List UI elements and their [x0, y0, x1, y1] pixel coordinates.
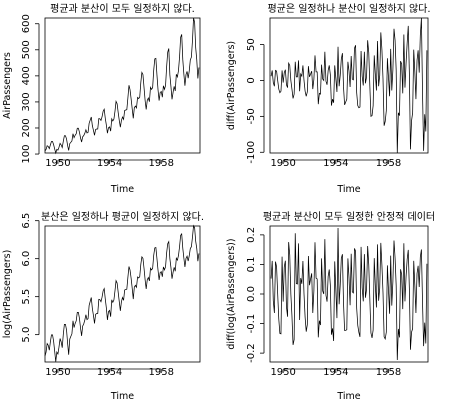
- y-tick-label: 0.2: [246, 227, 257, 243]
- plot-frame: [269, 17, 429, 154]
- plot-air-passengers: 평균과 분산이 모두 일정하지 않다. 1950 1954 1958 Time 100 20…: [2, 2, 201, 195]
- y-tick-label: 50: [246, 38, 257, 51]
- x-tick-label: 1950: [45, 367, 70, 378]
- y-axis-label: diff(AirPassengers): [226, 41, 237, 130]
- y-tick-label: -0.2: [246, 343, 257, 363]
- plot-frame: [44, 17, 201, 154]
- y-tick-label: 5.5: [21, 289, 32, 305]
- plot-log-air-passengers: 분산은 일정하나 평균이 일정하지 않다. 1950 1954 1958 Time 5.0…: [2, 210, 204, 402]
- y-tick-label: 0: [246, 77, 257, 83]
- y-tick-label: 6.5: [21, 213, 32, 229]
- x-tick-label: 1950: [45, 158, 70, 169]
- plot-frame: [44, 225, 201, 363]
- x-tick-label: 1950: [270, 367, 295, 378]
- y-tick-label: 5.0: [21, 327, 32, 343]
- y-tick-label: 300: [21, 92, 32, 111]
- series-line: [44, 224, 200, 362]
- y-tick-label: 100: [21, 144, 32, 163]
- y-tick-label: 400: [21, 66, 32, 85]
- x-tick-label: 1958: [376, 367, 401, 378]
- y-tick-label: 0.1: [246, 256, 257, 272]
- y-tick-label: 500: [21, 40, 32, 59]
- chart-title: 평균은 일정하나 분산이 일정하지 않다.: [267, 2, 430, 15]
- series-line: [270, 17, 428, 154]
- plot-frame: [269, 225, 429, 363]
- x-axis-label: Time: [110, 184, 134, 195]
- x-tick-label: 1954: [323, 367, 348, 378]
- series-line: [270, 228, 428, 360]
- y-axis-label: log(AirPassengers): [2, 250, 13, 339]
- x-tick-label: 1958: [149, 367, 174, 378]
- chart-title: 평균과 분산이 모두 일정한 안정적 데이터: [263, 211, 435, 223]
- y-tick-label: -50: [246, 108, 257, 124]
- x-tick-label: 1954: [97, 158, 122, 169]
- x-tick-label: 1950: [270, 158, 295, 169]
- plot-diff-log-air-passengers: 평균과 분산이 모두 일정한 안정적 데이터 1950 1954 1958 Time -0…: [226, 211, 435, 402]
- y-axis-label: diff(log(AirPassengers)): [226, 238, 237, 349]
- x-axis-label: Time: [336, 184, 360, 195]
- y-tick-label: 0.0: [246, 286, 257, 302]
- x-axis-label: Time: [110, 391, 134, 402]
- x-tick-label: 1954: [323, 158, 348, 169]
- x-tick-label: 1958: [376, 158, 401, 169]
- y-tick-label: 600: [21, 14, 32, 33]
- series-line: [44, 17, 200, 155]
- y-axis-label: AirPassengers: [2, 52, 13, 119]
- y-tick-label: -100: [246, 141, 257, 164]
- plot-diff-air-passengers: 평균은 일정하나 분산이 일정하지 않다. 1950 1954 1958 Time -10…: [226, 2, 431, 195]
- y-tick-label: -0.1: [246, 314, 257, 334]
- y-tick-label: 200: [21, 118, 32, 137]
- x-tick-label: 1954: [97, 367, 122, 378]
- chart-title: 분산은 일정하나 평균이 일정하지 않다.: [41, 210, 204, 223]
- x-axis-label: Time: [336, 391, 360, 402]
- y-tick-label: 6.0: [21, 251, 32, 267]
- x-tick-label: 1958: [149, 158, 174, 169]
- chart-title: 평균과 분산이 모두 일정하지 않다.: [50, 2, 195, 15]
